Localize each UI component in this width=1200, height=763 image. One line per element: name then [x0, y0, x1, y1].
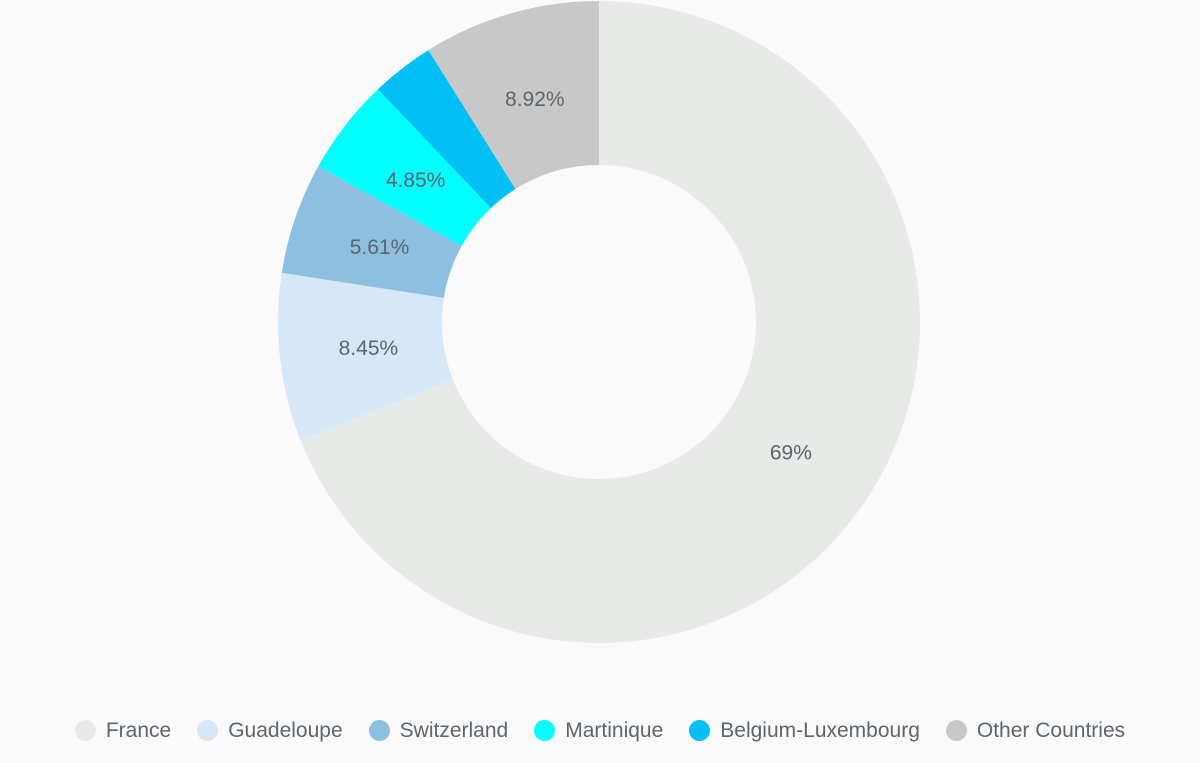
slice-value-label: 8.92% — [505, 88, 565, 111]
legend-item-label: Belgium-Luxembourg — [720, 719, 920, 742]
legend-item-other-countries[interactable]: Other Countries — [945, 719, 1126, 742]
legend-swatch-icon — [534, 720, 556, 741]
donut-slice-guadeloupe[interactable] — [278, 272, 454, 441]
slice-value-label: 69% — [770, 441, 812, 464]
legend-item-switzerland[interactable]: Switzerland — [368, 719, 509, 742]
legend-item-belgium-luxembourg[interactable]: Belgium-Luxembourg — [689, 720, 920, 741]
donut-labels-group: 69% 8.45% 5.61% 4.85% 8.92% — [339, 88, 812, 464]
legend-item-label: Martinique — [565, 719, 664, 742]
donut-slice-belgium-luxembourg[interactable] — [377, 50, 516, 209]
legend-item-label: Other Countries — [976, 719, 1126, 742]
slice-value-label: 8.45% — [339, 337, 399, 360]
chart-legend: France Guadeloupe Switzerland Martinique Bel… — [0, 720, 1200, 741]
slice-value-label: 5.61% — [350, 236, 410, 259]
legend-swatch-icon — [689, 720, 711, 741]
slice-value-label: 4.85% — [386, 169, 446, 192]
donut-slice-other-countries[interactable] — [428, 1, 599, 190]
donut-slice-martinique[interactable] — [318, 89, 491, 246]
legend-swatch-icon — [197, 720, 219, 741]
legend-item-label: France — [105, 719, 172, 742]
legend-item-france[interactable]: France — [74, 719, 172, 742]
legend-item-label: Switzerland — [399, 719, 509, 742]
donut-slice-switzerland[interactable] — [281, 166, 462, 298]
legend-item-guadeloupe[interactable]: Guadeloupe — [197, 719, 343, 742]
donut-slice-france[interactable] — [300, 1, 920, 644]
legend-swatch-icon — [368, 720, 390, 741]
donut-slices-group — [278, 1, 920, 644]
legend-swatch-icon — [74, 720, 96, 741]
legend-item-label: Guadeloupe — [228, 719, 343, 742]
legend-item-martinique[interactable]: Martinique — [534, 720, 663, 741]
legend-swatch-icon — [945, 720, 967, 741]
